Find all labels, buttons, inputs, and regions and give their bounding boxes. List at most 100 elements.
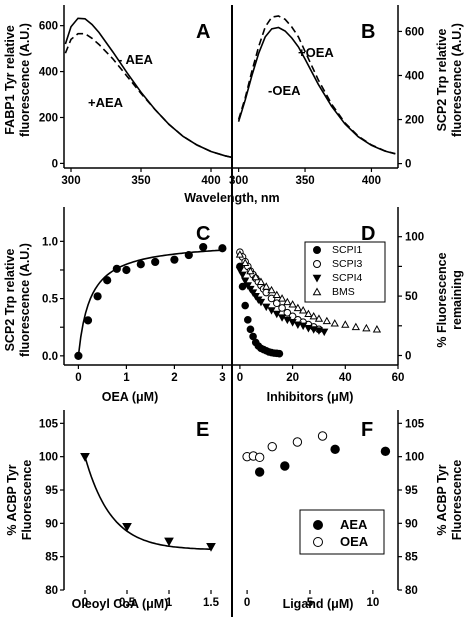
panel-e-fit-curve	[84, 456, 211, 550]
ylabel-d-line2: remaining	[450, 270, 464, 330]
panel-a-xtick-label: 350	[131, 175, 150, 187]
panel-d-point-bms	[304, 309, 313, 318]
ylabel-b-line2: fluorescence (A.U.)	[450, 23, 464, 137]
panel-d-point-bms	[309, 311, 318, 320]
panel-d-point-bms	[314, 314, 324, 322]
panel-label-f: F	[361, 419, 373, 441]
panel-d-point-bms	[251, 272, 260, 281]
panel-c-point	[103, 276, 112, 285]
panel-e-ytick-label: 85	[45, 552, 58, 564]
panel-label-d: D	[361, 223, 375, 245]
panel-c-point	[136, 260, 145, 269]
panel-d-xtick-label: 0	[237, 372, 243, 384]
panel-c-xtick-label: 2	[171, 372, 177, 384]
panel-d-legend-marker	[313, 246, 321, 254]
panel-d-point-scpi4	[243, 282, 252, 290]
panel-f-legend-marker	[313, 537, 323, 547]
panel-c-point	[74, 351, 83, 360]
xlabel-wavelength: Wavelength, nm	[184, 191, 279, 205]
annotation-minus-aea: - AEA	[118, 52, 154, 67]
panel-e-point	[206, 542, 216, 552]
panel-d-legend-label: SCPI3	[332, 258, 363, 270]
panel-d-point-scpi4	[251, 292, 260, 301]
panel-label-a: A	[196, 21, 210, 43]
panel-f-legend-marker	[313, 520, 323, 530]
panel-b-ytick-label: 600	[405, 26, 424, 38]
panel-f-point-oea	[267, 441, 277, 452]
panel-d-point-bms	[267, 285, 276, 294]
panel-d-point-bms	[341, 320, 350, 328]
annotation-plus-aea: +AEA	[88, 95, 124, 110]
panel-e-point	[122, 522, 132, 532]
annotation-plus-oea: +OEA	[298, 45, 334, 60]
panel-d-legend-marker	[313, 260, 321, 268]
panel-f-ytick-label: 85	[405, 552, 418, 564]
panel-d-point-bms	[362, 323, 371, 332]
ylabel-a-line1: FABP1 Tyr relative	[3, 25, 17, 135]
xlabel-oea: OEA (μM)	[102, 390, 158, 404]
panel-a-ytick-label: 0	[52, 158, 58, 170]
panel-a-xtick-label: 400	[201, 175, 220, 187]
panel-e-ytick-label: 80	[45, 585, 58, 597]
panel-d-point-scpi1	[241, 301, 249, 310]
panel-b-xtick-label: 300	[229, 175, 248, 187]
ylabel-b-line1: SCP2 Trp relative	[435, 29, 449, 132]
ylabel-e-line1: % ACBP Tyr	[5, 464, 19, 535]
panel-d-point-scpi4	[241, 277, 250, 285]
panel-f-point-aea	[254, 467, 265, 477]
xlabel-ligand: Ligand (μM)	[283, 597, 354, 611]
panel-b-series-line	[237, 26, 396, 155]
panel-c-point	[93, 292, 102, 301]
panel-d-point-scpi4	[283, 316, 292, 325]
panel-e-xtick-label: 0.5	[119, 597, 136, 609]
panel-e-ytick-label: 95	[45, 485, 58, 497]
panel-d-point-scpi4	[256, 298, 266, 307]
panel-f-xtick-label: 5	[307, 597, 314, 609]
panel-b-ytick-label: 200	[405, 115, 424, 127]
panel-d-point-scpi4	[235, 266, 245, 275]
panel-e-xtick-label: 1.5	[203, 597, 220, 609]
panel-c-point	[112, 264, 121, 273]
panel-f-point-oea	[254, 452, 265, 463]
panel-label-e: E	[196, 419, 209, 441]
panel-f-legend-label: AEA	[340, 517, 368, 532]
ylabel-e-line2: Fluorescence	[20, 460, 34, 541]
panel-f-ytick-label: 105	[405, 418, 425, 430]
panel-c-point	[83, 316, 93, 325]
panel-f-point-aea	[330, 444, 340, 455]
ylabel-d-line1: % Fluorescence	[435, 252, 449, 347]
panel-c-point	[218, 244, 227, 253]
panel-d-point-bms	[262, 282, 271, 290]
ylabel-f-line1: % ACBP Tyr	[435, 464, 449, 535]
panel-e-xtick-label: 0	[82, 597, 88, 609]
panel-d-point-scpi4	[248, 289, 258, 297]
panel-b-xtick-label: 400	[362, 175, 381, 187]
panel-d-point-scpi4	[272, 310, 281, 319]
panel-d-point-scpi4	[246, 285, 255, 294]
panel-d-ytick-label: 0	[405, 350, 411, 362]
panel-d-point-bms	[372, 325, 382, 333]
panel-e-point	[80, 452, 90, 462]
panel-c-point	[151, 257, 160, 267]
panel-f-point-oea	[292, 437, 303, 447]
panel-b-ytick-label: 0	[405, 159, 411, 171]
panel-f-ytick-label: 90	[405, 518, 418, 530]
panel-b-xtick-label: 350	[295, 175, 314, 187]
panel-f-xtick-label: 10	[366, 597, 379, 609]
panel-d-legend-label: SCPI4	[332, 272, 363, 284]
panel-d-point-scpi3	[267, 294, 276, 303]
panel-a-ytick-label: 600	[39, 21, 58, 33]
panel-d-point-scpi1	[238, 282, 247, 291]
ylabel-c-line2: fluorescence (A.U.)	[18, 243, 32, 357]
panel-f-point-oea	[317, 431, 328, 441]
panel-f-legend-box	[299, 509, 385, 555]
panel-d-ytick-label: 50	[405, 291, 418, 303]
panel-d-ytick-label: 100	[405, 232, 424, 244]
panel-d-legend-marker	[312, 287, 322, 296]
panel-f-ytick-label: 95	[405, 485, 418, 497]
panel-d-point-bms	[246, 266, 255, 275]
panel-f-ytick-label: 100	[405, 452, 424, 464]
panel-d-point-bms	[256, 277, 266, 285]
panel-e-xtick-label: 1	[166, 597, 173, 609]
